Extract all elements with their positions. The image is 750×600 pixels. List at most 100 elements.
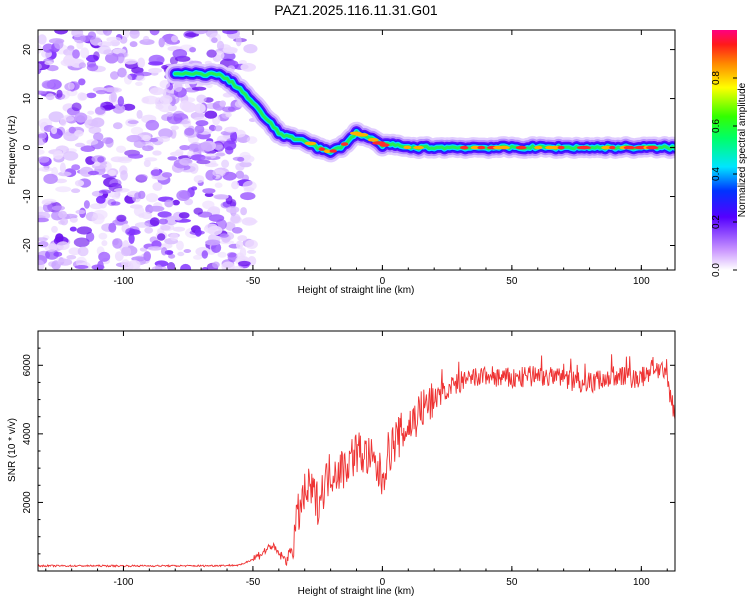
noise-blob: [76, 226, 93, 235]
bottom-y-axis-label: SNR (10 * v/v): [7, 418, 18, 482]
noise-blob: [200, 156, 212, 161]
noise-blob: [204, 192, 214, 197]
noise-blob: [161, 172, 173, 178]
noise-blob: [237, 157, 245, 162]
noise-blob: [74, 180, 85, 187]
noise-blob: [38, 44, 43, 54]
ridge-peak: [601, 145, 612, 150]
noise-blob: [193, 116, 207, 122]
noise-blob: [158, 136, 170, 143]
noise-blob: [101, 240, 108, 247]
noise-blob: [94, 106, 106, 115]
noise-blob: [57, 258, 73, 266]
noise-blob: [122, 103, 136, 111]
y-tick-label: -20: [22, 238, 33, 253]
noise-blob: [148, 67, 163, 74]
noise-blob: [180, 263, 192, 270]
noise-blob: [215, 51, 225, 60]
noise-blob: [58, 171, 72, 177]
noise-blob: [77, 246, 89, 257]
noise-blob: [227, 252, 237, 258]
snr-marks: [38, 354, 675, 568]
noise-blob: [56, 89, 63, 98]
noise-blob: [222, 171, 237, 181]
noise-blob: [62, 151, 79, 161]
noise-blob: [91, 117, 105, 128]
noise-blob: [108, 93, 115, 103]
noise-blob: [139, 39, 155, 45]
ridge-peak: [340, 142, 349, 146]
noise-blob: [158, 128, 173, 139]
noise-blob: [145, 119, 160, 131]
x-tick-label: 0: [380, 577, 386, 588]
noise-blob: [38, 260, 45, 270]
noise-blob: [215, 144, 224, 152]
y-tick-label: 2000: [22, 491, 33, 514]
noise-blob: [97, 156, 105, 163]
colorbar-tick-label: 0.0: [711, 263, 722, 277]
ridge-peak: [460, 145, 469, 150]
x-tick-label: 50: [506, 577, 518, 588]
noise-blob: [110, 156, 125, 163]
noise-blob: [193, 175, 205, 184]
noise-blob: [38, 149, 45, 155]
noise-blob: [48, 38, 65, 44]
noise-blob: [179, 100, 192, 111]
noise-blob: [123, 58, 138, 65]
noise-blob: [116, 52, 125, 64]
noise-blob: [158, 218, 168, 225]
noise-blob: [80, 145, 96, 152]
noise-blob: [242, 180, 257, 191]
noise-blob: [142, 145, 154, 152]
noise-blob: [102, 137, 114, 145]
noise-blob: [205, 239, 221, 246]
noise-blob: [172, 199, 180, 206]
noise-blob: [246, 136, 258, 144]
noise-blob: [69, 217, 78, 223]
noise-blob: [69, 226, 77, 232]
noise-blob: [237, 235, 248, 242]
noise-blob: [215, 152, 226, 157]
noise-blob: [93, 161, 101, 167]
noise-blob: [86, 63, 99, 72]
noise-blob: [71, 188, 81, 193]
noise-blob: [45, 93, 55, 101]
noise-blob: [134, 192, 142, 200]
noise-blob: [87, 110, 95, 115]
noise-blob: [93, 51, 100, 61]
noise-blob: [195, 120, 209, 127]
noise-blob: [114, 251, 124, 262]
noise-blob: [196, 159, 211, 165]
noise-blob: [216, 40, 225, 51]
chart-title: PAZ1.2025.116.11.31.G01: [274, 2, 438, 18]
noise-blob: [184, 127, 195, 136]
noise-blob: [183, 249, 192, 253]
ridge-peak: [367, 138, 379, 142]
noise-blob: [74, 112, 88, 123]
noise-blob: [127, 153, 144, 159]
noise-blob: [144, 227, 154, 234]
noise-blob: [74, 142, 86, 148]
x-tick-label: -100: [113, 276, 133, 287]
ridge-peak: [413, 145, 424, 150]
noise-blob: [93, 132, 104, 141]
ridge-peak: [515, 145, 527, 150]
noise-blob: [202, 188, 216, 194]
noise-blob: [240, 62, 256, 72]
ridge-peak: [576, 145, 591, 150]
colorbar-ticks: 0.0 0.2 0.4 0.6 0.8: [711, 71, 737, 277]
x-tick-label: -50: [246, 577, 261, 588]
noise-blob: [176, 240, 184, 251]
ridge-peak: [304, 141, 317, 146]
noise-blob: [117, 96, 125, 107]
noise-blob: [221, 159, 230, 168]
noise-blob: [136, 174, 148, 181]
ridge-peak: [557, 145, 565, 150]
noise-blob: [128, 233, 135, 244]
noise-blob: [221, 261, 235, 270]
noise-blob: [193, 254, 203, 260]
noise-blob: [179, 157, 193, 166]
noise-blob: [126, 134, 142, 143]
noise-blob: [85, 231, 95, 242]
